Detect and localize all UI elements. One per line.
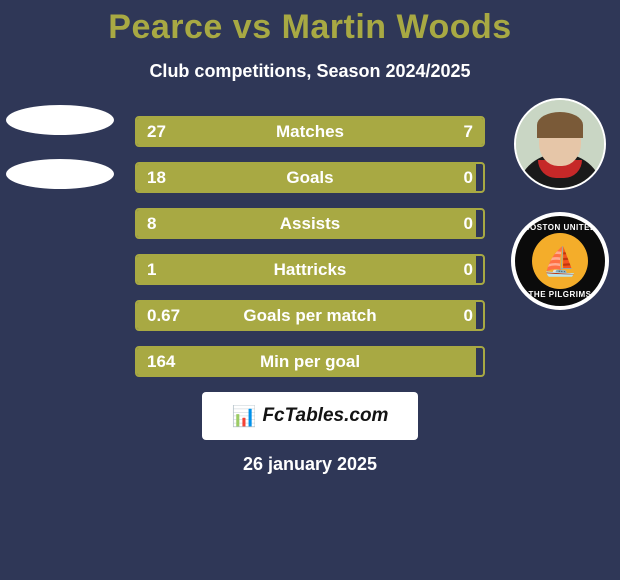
page-title: Pearce vs Martin Woods: [0, 0, 620, 47]
right-player-column: BOSTON UNITED ⛵ THE PILGRIMS: [500, 98, 620, 310]
left-club-logo-placeholder: [6, 159, 114, 189]
stat-left-value: 0.67: [147, 306, 180, 326]
source-logo: 📊 FcTables.com: [202, 392, 418, 440]
left-player-column: [0, 98, 120, 189]
chart-icon: 📊: [232, 404, 257, 429]
stat-row: 0.67 0 Goals per match: [135, 300, 485, 331]
vs-text: vs: [233, 8, 272, 46]
stat-right-value: 0: [464, 214, 473, 234]
date-text: 26 january 2025: [0, 454, 620, 475]
content-area: BOSTON UNITED ⛵ THE PILGRIMS 27 7 Matches 1…: [0, 116, 620, 475]
comparison-card: Pearce vs Martin Woods Club competitions…: [0, 0, 620, 580]
portrait-hair: [537, 112, 583, 138]
right-club-badge: BOSTON UNITED ⛵ THE PILGRIMS: [511, 212, 609, 310]
portrait-graphic: [516, 100, 604, 188]
stat-row: 1 0 Hattricks: [135, 254, 485, 285]
left-player-photo-placeholder: [6, 105, 114, 135]
stat-bars: 27 7 Matches 18 0 Goals 8 0 Assists 1 0 Hattricks 0.…: [135, 116, 485, 377]
stat-label: Assists: [280, 214, 340, 234]
stat-row: 8 0 Assists: [135, 208, 485, 239]
stat-label: Matches: [276, 122, 344, 142]
bar-left-fill: [137, 118, 410, 145]
club-name-top: BOSTON UNITED: [524, 223, 597, 232]
stat-left-value: 27: [147, 122, 166, 142]
stat-right-value: 7: [464, 122, 473, 142]
stat-left-value: 164: [147, 352, 175, 372]
subtitle: Club competitions, Season 2024/2025: [0, 61, 620, 82]
stat-label: Hattricks: [274, 260, 347, 280]
stat-label: Min per goal: [260, 352, 360, 372]
stat-label: Goals: [286, 168, 333, 188]
brand-text: FcTables.com: [262, 405, 388, 427]
stat-row: 18 0 Goals: [135, 162, 485, 193]
stat-left-value: 8: [147, 214, 156, 234]
stat-label: Goals per match: [243, 306, 376, 326]
stat-left-value: 18: [147, 168, 166, 188]
stat-right-value: 0: [464, 260, 473, 280]
ship-icon: ⛵: [532, 233, 588, 289]
stat-left-value: 1: [147, 260, 156, 280]
player2-name: Martin Woods: [282, 8, 512, 46]
stat-row: 164 Min per goal: [135, 346, 485, 377]
player1-name: Pearce: [108, 8, 223, 46]
stat-right-value: 0: [464, 168, 473, 188]
club-name-bottom: THE PILGRIMS: [529, 290, 592, 299]
right-player-photo: [514, 98, 606, 190]
stat-row: 27 7 Matches: [135, 116, 485, 147]
stat-right-value: 0: [464, 306, 473, 326]
